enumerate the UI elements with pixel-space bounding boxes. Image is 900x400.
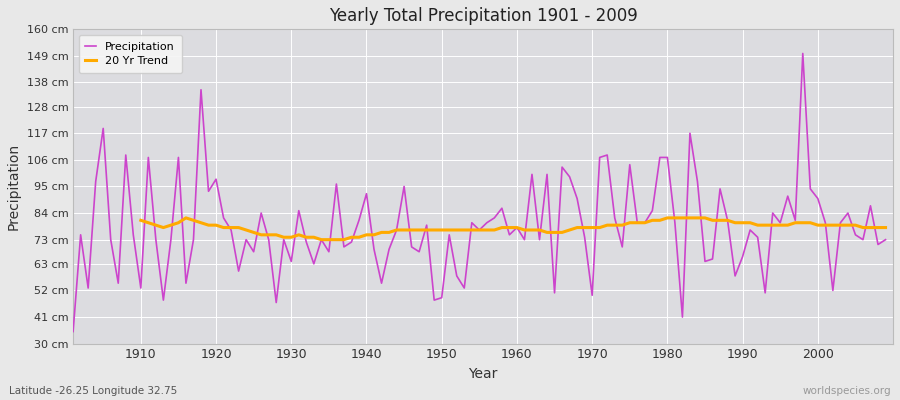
20 Yr Trend	[594, 225, 605, 230]
Precipitation	[511, 225, 522, 230]
Precipitation	[338, 244, 349, 249]
20 Yr Trend	[858, 225, 868, 230]
20 Yr Trend	[323, 237, 334, 242]
X-axis label: Year: Year	[468, 367, 498, 381]
Precipitation	[68, 329, 78, 334]
Precipitation	[797, 51, 808, 56]
Precipitation	[880, 237, 891, 242]
20 Yr Trend	[534, 228, 544, 232]
Line: 20 Yr Trend: 20 Yr Trend	[140, 218, 886, 240]
Text: worldspecies.org: worldspecies.org	[803, 386, 891, 396]
Y-axis label: Precipitation: Precipitation	[7, 143, 21, 230]
Precipitation	[128, 232, 139, 237]
Precipitation	[504, 232, 515, 237]
Text: Latitude -26.25 Longitude 32.75: Latitude -26.25 Longitude 32.75	[9, 386, 177, 396]
Legend: Precipitation, 20 Yr Trend: Precipitation, 20 Yr Trend	[78, 35, 182, 73]
Precipitation	[602, 153, 613, 158]
Line: Precipitation: Precipitation	[73, 54, 886, 332]
20 Yr Trend	[316, 237, 327, 242]
20 Yr Trend	[286, 235, 297, 240]
20 Yr Trend	[880, 225, 891, 230]
Title: Yearly Total Precipitation 1901 - 2009: Yearly Total Precipitation 1901 - 2009	[328, 7, 637, 25]
20 Yr Trend	[181, 216, 192, 220]
Precipitation	[293, 208, 304, 213]
20 Yr Trend	[835, 223, 846, 228]
20 Yr Trend	[135, 218, 146, 223]
